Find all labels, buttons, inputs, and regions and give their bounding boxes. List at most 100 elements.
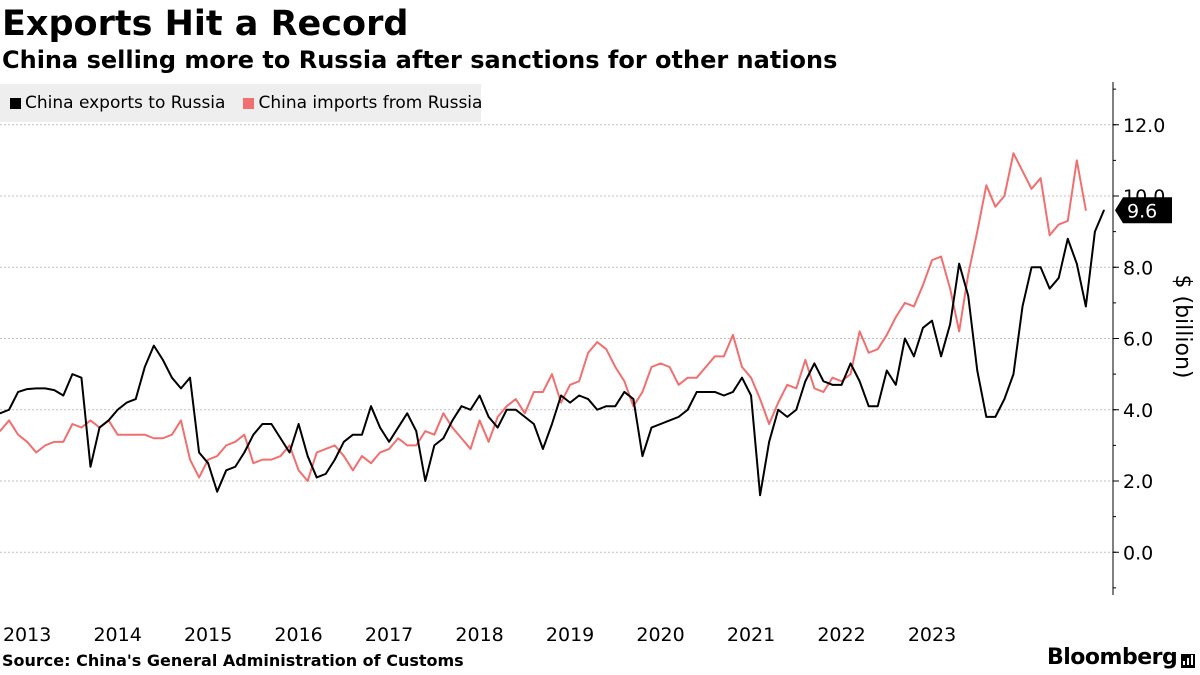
- data-point-imports-35: [315, 451, 318, 454]
- data-point-exports-4: [35, 387, 37, 390]
- data-point-imports-24: [216, 455, 218, 457]
- data-point-exports-100: [904, 337, 906, 340]
- chart-title: Exports Hit a Record: [2, 4, 409, 44]
- data-point-exports-8: [71, 373, 74, 375]
- data-point-exports-104: [940, 355, 942, 358]
- data-point-exports-3: [26, 388, 28, 390]
- data-point-exports-47: [424, 480, 427, 482]
- legend: China exports to Russia China imports fr…: [0, 84, 482, 122]
- data-point-imports-108: [976, 230, 979, 233]
- legend-label-exports: China exports to Russia: [25, 93, 226, 113]
- data-point-imports-39: [352, 469, 354, 472]
- data-point-exports-59: [533, 423, 535, 425]
- data-point-exports-77: [695, 391, 698, 393]
- data-point-exports-115: [1039, 266, 1042, 269]
- data-point-exports-80: [723, 394, 725, 397]
- data-point-imports-84: [759, 398, 761, 400]
- data-point-imports-95: [858, 330, 861, 333]
- data-point-imports-113: [1021, 170, 1024, 172]
- last-value-label: 9.6: [1127, 200, 1157, 222]
- data-point-imports-52: [469, 448, 472, 450]
- data-point-imports-59: [533, 391, 535, 393]
- data-point-exports-99: [895, 384, 897, 386]
- data-point-exports-112: [1012, 373, 1015, 375]
- data-point-exports-61: [551, 423, 553, 425]
- data-point-exports-5: [44, 387, 47, 390]
- data-point-imports-104: [940, 255, 942, 258]
- data-point-exports-96: [867, 405, 870, 407]
- data-point-exports-74: [668, 419, 671, 422]
- data-point-imports-48: [433, 433, 436, 436]
- data-point-imports-6: [53, 441, 56, 443]
- data-point-exports-85: [768, 441, 770, 443]
- data-point-exports-106: [958, 262, 960, 265]
- data-point-exports-40: [361, 433, 363, 436]
- data-point-exports-50: [451, 419, 454, 422]
- data-point-imports-5: [44, 444, 47, 447]
- data-point-exports-83: [750, 394, 752, 397]
- data-point-exports-37: [334, 458, 336, 461]
- data-point-imports-38: [343, 455, 345, 457]
- data-point-imports-26: [234, 441, 237, 443]
- data-point-exports-23: [207, 462, 209, 464]
- data-point-exports-108: [976, 369, 979, 372]
- data-point-imports-46: [415, 444, 418, 447]
- data-point-imports-119: [1076, 159, 1078, 162]
- data-point-exports-0: [0, 412, 1, 415]
- y-tick-label-2: 4.0: [1123, 400, 1153, 422]
- data-point-exports-118: [1066, 237, 1069, 240]
- data-point-exports-116: [1048, 287, 1051, 290]
- data-point-exports-107: [967, 294, 970, 297]
- data-point-exports-7: [62, 394, 65, 397]
- x-tick-label-2015: 2015: [184, 624, 232, 646]
- data-point-exports-63: [569, 401, 571, 404]
- x-tick-label-2020: 2020: [636, 624, 684, 646]
- data-point-imports-64: [578, 380, 580, 383]
- x-tick-label-2014: 2014: [93, 624, 141, 646]
- data-point-exports-122: [1103, 209, 1105, 212]
- data-point-imports-50: [451, 426, 454, 429]
- x-tick-label-2013: 2013: [3, 624, 51, 646]
- data-point-imports-9: [80, 426, 83, 429]
- data-point-exports-35: [315, 476, 318, 479]
- data-point-exports-43: [388, 441, 390, 443]
- x-tick-label-2017: 2017: [365, 624, 413, 646]
- data-point-imports-4: [35, 451, 37, 454]
- data-point-imports-71: [641, 391, 644, 393]
- data-point-exports-13: [116, 408, 119, 411]
- data-point-exports-98: [885, 369, 888, 372]
- data-point-imports-53: [478, 419, 481, 422]
- data-point-exports-101: [913, 355, 915, 358]
- data-point-exports-95: [858, 380, 861, 383]
- data-point-imports-41: [370, 462, 372, 464]
- y-tick-label-4: 8.0: [1123, 257, 1153, 279]
- data-point-exports-65: [587, 398, 589, 400]
- data-point-exports-78: [705, 391, 707, 393]
- data-point-imports-105: [949, 287, 951, 290]
- data-point-imports-3: [26, 441, 28, 443]
- data-point-exports-97: [876, 405, 879, 407]
- data-point-imports-16: [143, 433, 146, 436]
- data-point-exports-12: [107, 419, 110, 422]
- data-point-imports-73: [659, 362, 662, 365]
- data-point-imports-106: [958, 330, 960, 333]
- chart-subtitle: China selling more to Russia after sanct…: [2, 46, 838, 74]
- data-point-exports-11: [98, 426, 101, 429]
- data-point-exports-17: [153, 344, 155, 347]
- data-point-exports-29: [261, 423, 264, 425]
- y-tick-label-1: 2.0: [1123, 471, 1153, 493]
- data-point-imports-56: [505, 405, 508, 407]
- data-point-exports-20: [180, 387, 182, 390]
- data-point-exports-82: [741, 376, 743, 379]
- data-point-imports-13: [116, 433, 119, 436]
- data-point-exports-51: [460, 405, 463, 407]
- legend-swatch-imports: [243, 97, 255, 109]
- data-point-exports-53: [478, 394, 481, 397]
- data-point-imports-96: [867, 351, 870, 354]
- data-point-exports-48: [433, 444, 436, 447]
- data-point-exports-27: [243, 451, 246, 454]
- data-point-exports-58: [524, 416, 526, 418]
- data-point-imports-99: [895, 316, 897, 318]
- data-point-exports-121: [1094, 230, 1096, 233]
- data-point-exports-75: [677, 416, 680, 418]
